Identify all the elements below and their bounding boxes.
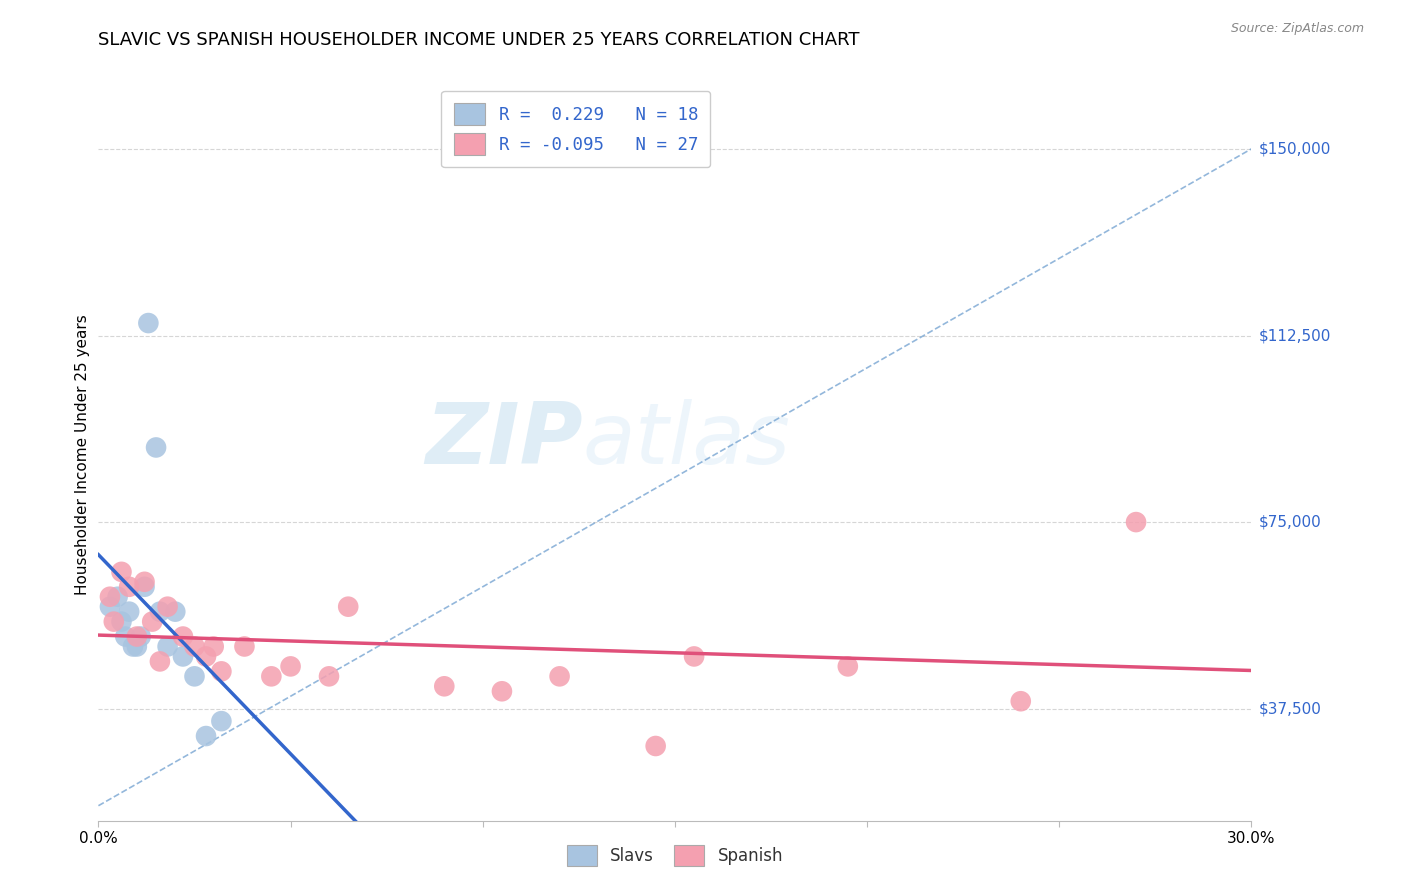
Point [122,640,145,654]
Point [138,316,160,330]
Point [103,615,125,629]
Point [114,630,136,644]
Point [165,605,187,619]
Text: $75,000: $75,000 [1258,515,1322,530]
Point [433,679,456,693]
Point [110,565,132,579]
Text: SLAVIC VS SPANISH HOUSEHOLDER INCOME UNDER 25 YEARS CORRELATION CHART: SLAVIC VS SPANISH HOUSEHOLDER INCOME UND… [98,31,860,49]
Point [183,640,205,654]
Point [280,659,302,673]
Point [644,739,666,753]
Point [683,649,706,664]
Point [156,640,179,654]
Point [1010,694,1032,708]
Point [172,630,194,644]
Point [183,669,205,683]
Point [118,605,141,619]
Text: ZIP: ZIP [425,399,582,482]
Point [548,669,571,683]
Text: atlas: atlas [582,399,790,482]
Text: Source: ZipAtlas.com: Source: ZipAtlas.com [1230,22,1364,36]
Y-axis label: Householder Income Under 25 years: Householder Income Under 25 years [75,315,90,595]
Point [837,659,859,673]
Point [195,649,218,664]
Text: $37,500: $37,500 [1258,701,1322,716]
Point [149,654,172,668]
Point [1125,515,1147,529]
Point [110,615,132,629]
Point [118,580,141,594]
Point [141,615,163,629]
Point [98,599,121,614]
Point [172,649,194,664]
Point [209,714,232,728]
Point [195,729,218,743]
Point [134,574,156,589]
Point [337,599,360,614]
Point [107,590,129,604]
Point [145,441,167,455]
Point [129,630,152,644]
Point [125,640,148,654]
Point [209,665,232,679]
Point [98,590,121,604]
Point [134,580,156,594]
Point [202,640,225,654]
Point [233,640,256,654]
Point [125,630,148,644]
Point [318,669,340,683]
Text: $112,500: $112,500 [1258,328,1330,343]
Point [260,669,283,683]
Legend: Slavs, Spanish: Slavs, Spanish [555,833,794,878]
Point [149,605,172,619]
Text: $150,000: $150,000 [1258,142,1330,156]
Point [491,684,513,698]
Point [156,599,179,614]
